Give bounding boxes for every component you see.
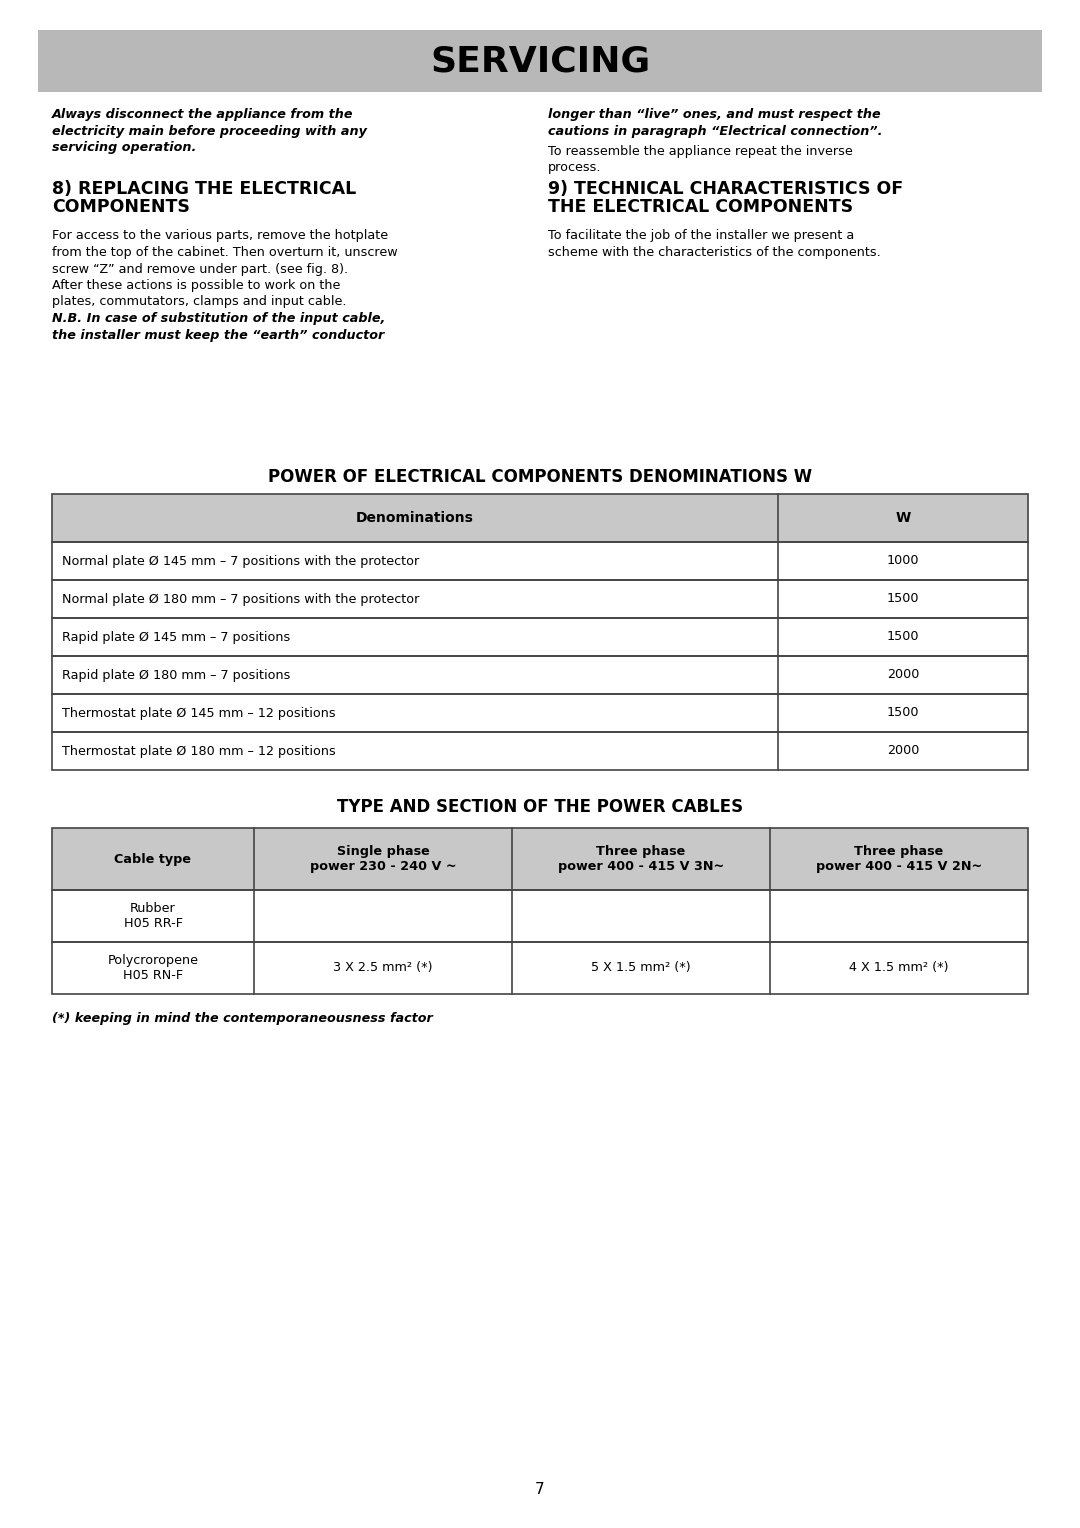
Text: 2000: 2000 bbox=[887, 669, 919, 681]
Text: To facilitate the job of the installer we present a: To facilitate the job of the installer w… bbox=[548, 229, 854, 243]
Text: THE ELECTRICAL COMPONENTS: THE ELECTRICAL COMPONENTS bbox=[548, 199, 853, 217]
Text: plates, commutators, clamps and input cable.: plates, commutators, clamps and input ca… bbox=[52, 295, 347, 309]
Text: servicing operation.: servicing operation. bbox=[52, 141, 197, 154]
Text: 8) REPLACING THE ELECTRICAL: 8) REPLACING THE ELECTRICAL bbox=[52, 179, 356, 197]
Bar bbox=[52, 941, 1028, 995]
Bar bbox=[52, 617, 1028, 656]
Text: Rubber
H05 RR-F: Rubber H05 RR-F bbox=[123, 902, 183, 931]
Text: Three phase
power 400 - 415 V 2N~: Three phase power 400 - 415 V 2N~ bbox=[815, 845, 982, 872]
Text: Thermostat plate Ø 145 mm – 12 positions: Thermostat plate Ø 145 mm – 12 positions bbox=[62, 706, 336, 720]
Text: N.B. In case of substitution of the input cable,: N.B. In case of substitution of the inpu… bbox=[52, 312, 386, 325]
Text: Normal plate Ø 180 mm – 7 positions with the protector: Normal plate Ø 180 mm – 7 positions with… bbox=[62, 593, 419, 605]
Text: POWER OF ELECTRICAL COMPONENTS DENOMINATIONS W: POWER OF ELECTRICAL COMPONENTS DENOMINAT… bbox=[268, 468, 812, 486]
Text: cautions in paragraph “Electrical connection”.: cautions in paragraph “Electrical connec… bbox=[548, 124, 882, 138]
Text: 5 X 1.5 mm² (*): 5 X 1.5 mm² (*) bbox=[591, 961, 691, 975]
Text: To reassemble the appliance repeat the inverse: To reassemble the appliance repeat the i… bbox=[548, 145, 853, 157]
Text: Always disconnect the appliance from the: Always disconnect the appliance from the bbox=[52, 108, 353, 121]
Text: scheme with the characteristics of the components.: scheme with the characteristics of the c… bbox=[548, 246, 881, 260]
Text: Rapid plate Ø 145 mm – 7 positions: Rapid plate Ø 145 mm – 7 positions bbox=[62, 631, 291, 643]
Text: SERVICING: SERVICING bbox=[430, 44, 650, 78]
Text: Polycroropene
H05 RN-F: Polycroropene H05 RN-F bbox=[108, 953, 199, 983]
Text: electricity main before proceeding with any: electricity main before proceeding with … bbox=[52, 124, 367, 138]
Text: 4 X 1.5 mm² (*): 4 X 1.5 mm² (*) bbox=[849, 961, 948, 975]
Bar bbox=[52, 494, 1028, 542]
Text: For access to the various parts, remove the hotplate: For access to the various parts, remove … bbox=[52, 229, 388, 243]
Text: 3 X 2.5 mm² (*): 3 X 2.5 mm² (*) bbox=[334, 961, 433, 975]
Text: screw “Z” and remove under part. (see fig. 8).: screw “Z” and remove under part. (see fi… bbox=[52, 263, 348, 275]
Text: 1500: 1500 bbox=[887, 631, 919, 643]
Text: process.: process. bbox=[548, 162, 602, 174]
Text: Normal plate Ø 145 mm – 7 positions with the protector: Normal plate Ø 145 mm – 7 positions with… bbox=[62, 555, 419, 567]
Text: W: W bbox=[895, 510, 910, 526]
Bar bbox=[52, 542, 1028, 581]
Bar bbox=[52, 656, 1028, 694]
Text: 9) TECHNICAL CHARACTERISTICS OF: 9) TECHNICAL CHARACTERISTICS OF bbox=[548, 179, 903, 197]
Text: Three phase
power 400 - 415 V 3N~: Three phase power 400 - 415 V 3N~ bbox=[558, 845, 724, 872]
Bar bbox=[52, 828, 1028, 889]
Text: Single phase
power 230 - 240 V ~: Single phase power 230 - 240 V ~ bbox=[310, 845, 457, 872]
Text: COMPONENTS: COMPONENTS bbox=[52, 199, 190, 217]
Text: the installer must keep the “earth” conductor: the installer must keep the “earth” cond… bbox=[52, 329, 384, 341]
Bar bbox=[52, 732, 1028, 770]
Text: 1000: 1000 bbox=[887, 555, 919, 567]
Bar bbox=[52, 889, 1028, 941]
Text: longer than “live” ones, and must respect the: longer than “live” ones, and must respec… bbox=[548, 108, 880, 121]
Text: 1500: 1500 bbox=[887, 706, 919, 720]
Bar bbox=[52, 694, 1028, 732]
Text: 2000: 2000 bbox=[887, 744, 919, 758]
Text: 7: 7 bbox=[536, 1482, 544, 1497]
Text: (*) keeping in mind the contemporaneousness factor: (*) keeping in mind the contemporaneousn… bbox=[52, 1012, 433, 1025]
Text: Rapid plate Ø 180 mm – 7 positions: Rapid plate Ø 180 mm – 7 positions bbox=[62, 669, 291, 681]
Bar bbox=[52, 494, 1028, 542]
Bar bbox=[52, 828, 1028, 889]
Text: Cable type: Cable type bbox=[114, 853, 191, 865]
Text: 1500: 1500 bbox=[887, 593, 919, 605]
Bar bbox=[38, 31, 1042, 92]
Text: After these actions is possible to work on the: After these actions is possible to work … bbox=[52, 280, 340, 292]
Bar bbox=[52, 581, 1028, 617]
Text: from the top of the cabinet. Then overturn it, unscrew: from the top of the cabinet. Then overtu… bbox=[52, 246, 397, 260]
Text: TYPE AND SECTION OF THE POWER CABLES: TYPE AND SECTION OF THE POWER CABLES bbox=[337, 798, 743, 816]
Text: Thermostat plate Ø 180 mm – 12 positions: Thermostat plate Ø 180 mm – 12 positions bbox=[62, 744, 336, 758]
Text: Denominations: Denominations bbox=[356, 510, 474, 526]
